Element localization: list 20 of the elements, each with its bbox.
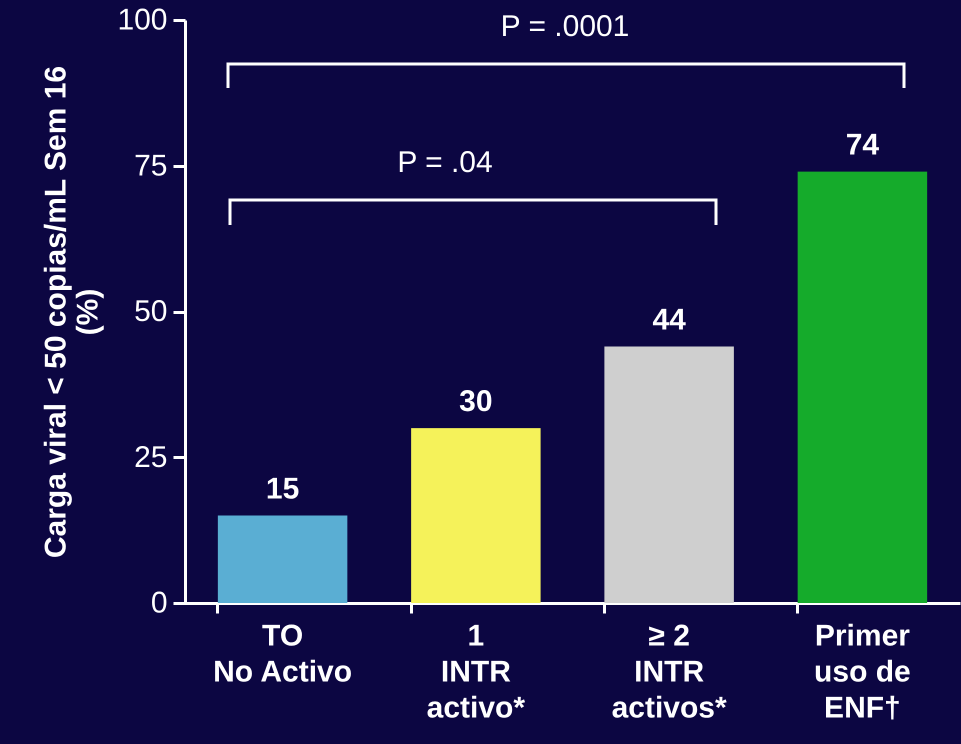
y-tick-label: 100 <box>117 4 168 36</box>
bar <box>798 172 928 603</box>
y-tick-label: 0 <box>150 586 168 620</box>
y-tick-label: 25 <box>134 440 168 474</box>
data-label: 74 <box>846 128 880 162</box>
annotation: P = .04 <box>397 146 493 179</box>
data-label: 15 <box>266 472 300 506</box>
bar <box>218 516 348 603</box>
x-tick-label: Primer uso de ENF† <box>814 620 911 724</box>
x-tick-label: TO No Activo <box>213 620 352 688</box>
y-axis-title: Carga viral < 50 copias/mL Sem 16 (%) <box>39 66 104 558</box>
data-label: 44 <box>652 303 686 336</box>
bar <box>604 346 734 603</box>
annotation: P = .0001 <box>500 10 630 43</box>
x-tick-label: 1 INTR activo* <box>426 620 526 724</box>
y-tick-label: 75 <box>134 149 168 182</box>
data-label: 30 <box>459 385 493 418</box>
y-tick-label: 50 <box>134 295 168 328</box>
bar <box>411 428 541 603</box>
x-tick-label: ≥ 2 INTR activos* <box>612 620 727 724</box>
